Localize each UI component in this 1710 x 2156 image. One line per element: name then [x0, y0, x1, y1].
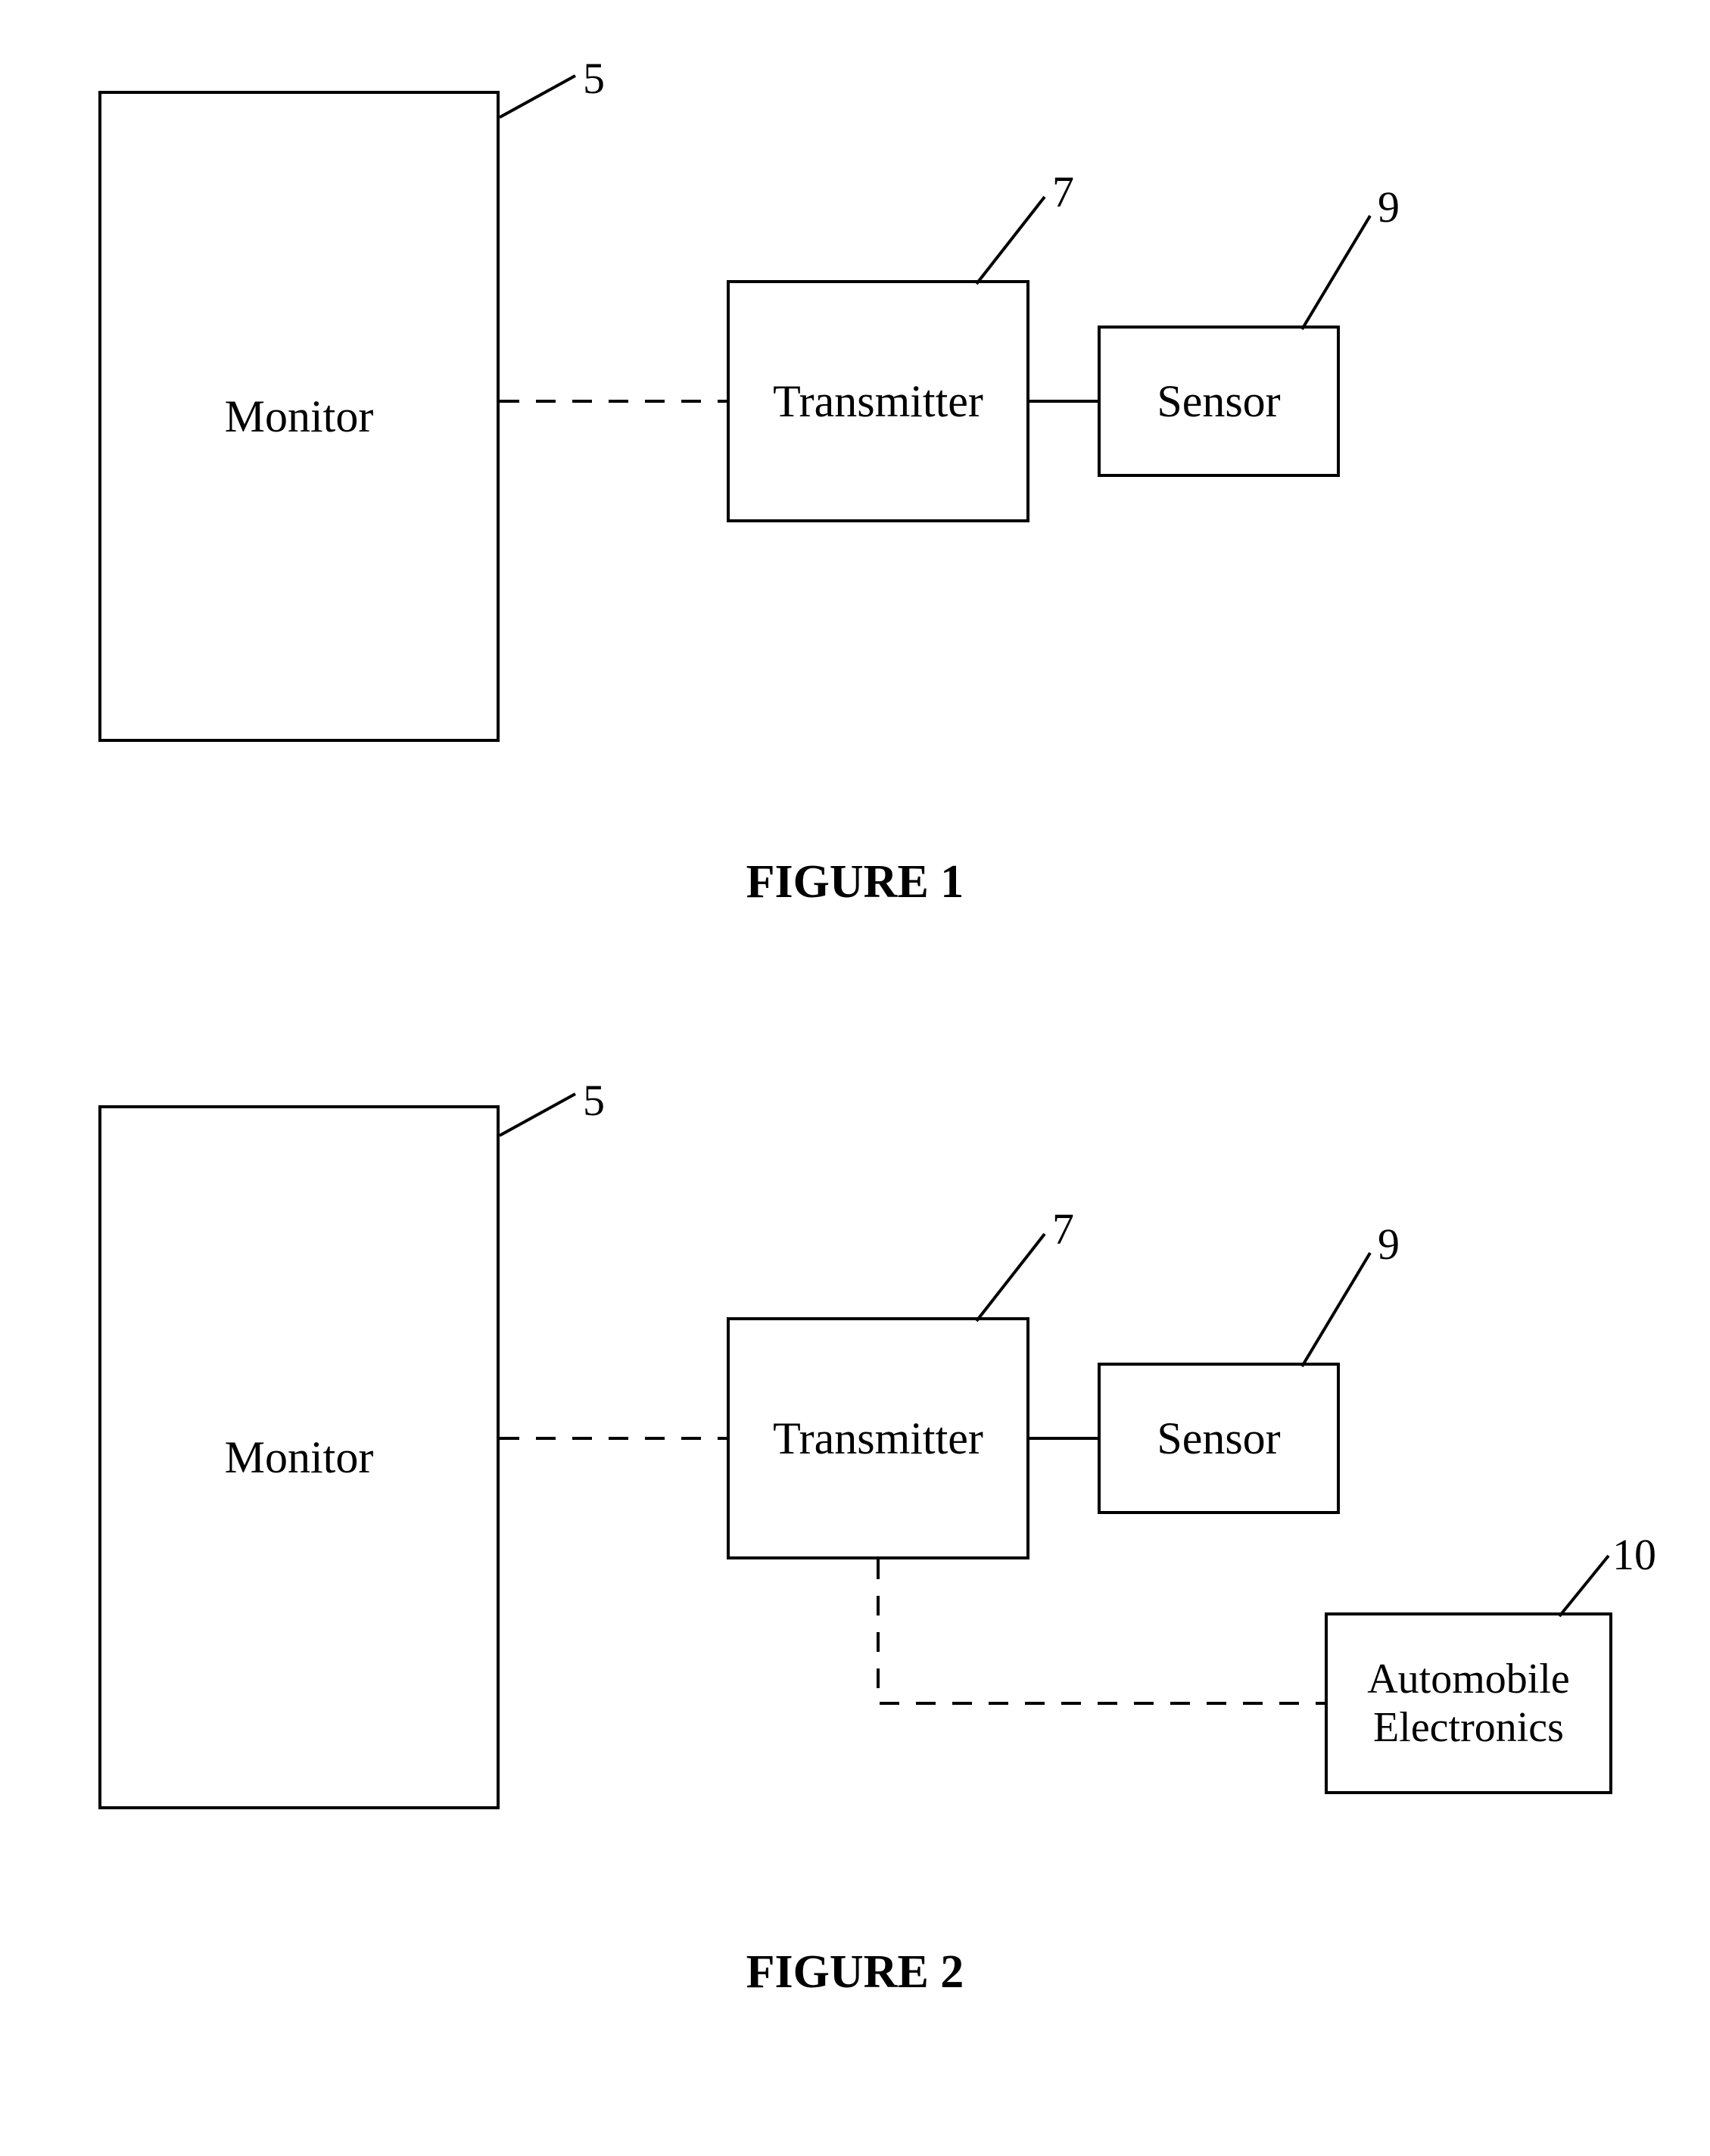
fig1-sensor-ref: 9 — [1378, 182, 1400, 232]
fig1-transmitter-label: Transmitter — [773, 375, 983, 428]
fig1-monitor-label: Monitor — [225, 391, 374, 443]
fig1-transmitter-ref: 7 — [1052, 167, 1074, 217]
fig1-monitor-ref: 5 — [583, 53, 605, 104]
fig2-transmitter-label: Transmitter — [773, 1413, 983, 1465]
fig2-sensor-label: Sensor — [1157, 1413, 1280, 1465]
fig1-sensor-label: Sensor — [1157, 375, 1280, 428]
page: Monitor 5 Transmitter 7 Sensor 9 FIGURE … — [0, 0, 1710, 2156]
fig2-sensor-box: Sensor — [1098, 1363, 1340, 1514]
fig2-auto-label: AutomobileElectronics — [1367, 1655, 1570, 1753]
fig1-monitor-box: Monitor — [98, 91, 500, 742]
fig2-auto-ref: 10 — [1612, 1529, 1656, 1580]
fig2-sensor-ref: 9 — [1378, 1219, 1400, 1270]
fig1-caption: FIGURE 1 — [0, 855, 1710, 909]
fig2-monitor-box: Monitor — [98, 1105, 500, 1809]
fig2-caption: FIGURE 2 — [0, 1946, 1710, 1999]
fig2-transmitter-ref: 7 — [1052, 1204, 1074, 1254]
fig1-sensor-box: Sensor — [1098, 326, 1340, 477]
fig2-transmitter-box: Transmitter — [727, 1317, 1029, 1559]
fig2-auto-box: AutomobileElectronics — [1325, 1612, 1612, 1794]
fig2-monitor-label: Monitor — [225, 1432, 374, 1484]
fig1-transmitter-box: Transmitter — [727, 280, 1029, 522]
fig2-monitor-ref: 5 — [583, 1075, 605, 1126]
